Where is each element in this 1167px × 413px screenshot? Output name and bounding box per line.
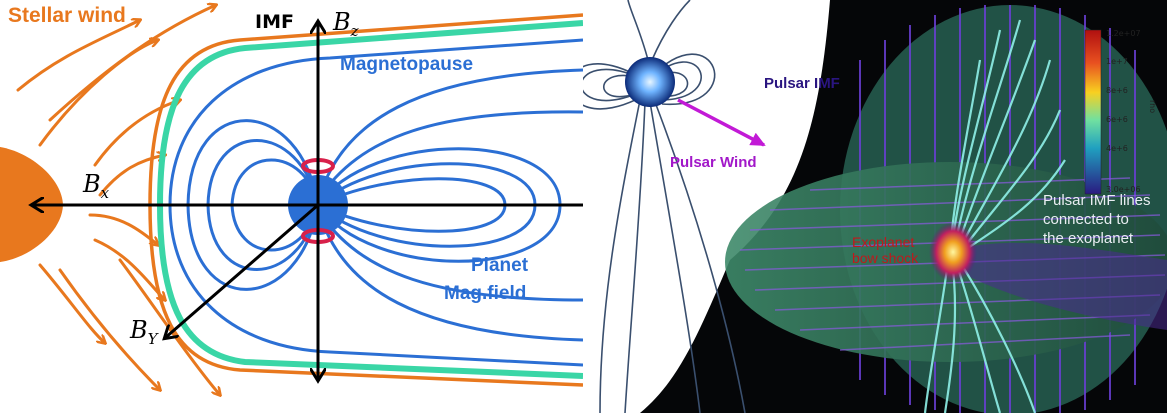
bow-shock-label-1: Exoplanet: [852, 234, 914, 250]
bz-label: Bz: [332, 8, 359, 40]
left-panel: Stellar wind IMF Bz Bx BY Magnetopause P…: [0, 4, 584, 395]
colorbar: 1.2e+07 1e+7 8e+6 6e+6 4e+6 3.0e+06 rho: [1084, 29, 1157, 195]
colorbar-tick: 8e+6: [1106, 86, 1128, 95]
colorbar-tick: 3.0e+06: [1106, 185, 1141, 194]
pulsar-wind-arrow: [677, 98, 766, 147]
stellar-wind-label: Stellar wind: [8, 4, 126, 27]
imf-lines-label-1: Pulsar IMF lines: [1043, 192, 1151, 209]
planet-field-lines: [168, 38, 584, 367]
planet-label: Planet: [471, 255, 529, 276]
pulsar-wind-label: Pulsar Wind: [670, 154, 757, 171]
mag-field-label: Mag.field: [444, 283, 526, 304]
bow-shock: [929, 222, 977, 282]
by-axis: [165, 203, 319, 338]
colorbar-tick: 4e+6: [1106, 144, 1128, 153]
bow-shock-label-2: bow shock: [852, 250, 919, 266]
axes: [32, 22, 583, 380]
pulsar-imf-label: Pulsar IMF: [764, 75, 840, 92]
colorbar-tick: 1e+7: [1106, 57, 1128, 66]
colorbar-tick: 1.2e+07: [1106, 29, 1141, 38]
colorbar-tick: 6e+6: [1106, 115, 1128, 124]
imf-lines-label-3: the exoplanet: [1043, 230, 1134, 247]
pulsar-dipole-lines: [583, 0, 746, 413]
colorbar-title: rho: [1148, 100, 1157, 113]
imf-label: IMF: [255, 11, 294, 33]
right-panel: 1.2e+07 1e+7 8e+6 6e+6 4e+6 3.0e+06 rho …: [583, 0, 1167, 413]
pulsar: [583, 0, 746, 413]
imf-lines-label-2: connected to: [1043, 211, 1129, 228]
magnetopause-label: Magnetopause: [340, 54, 473, 75]
bx-label: Bx: [82, 170, 110, 202]
by-label: BY: [129, 316, 160, 348]
